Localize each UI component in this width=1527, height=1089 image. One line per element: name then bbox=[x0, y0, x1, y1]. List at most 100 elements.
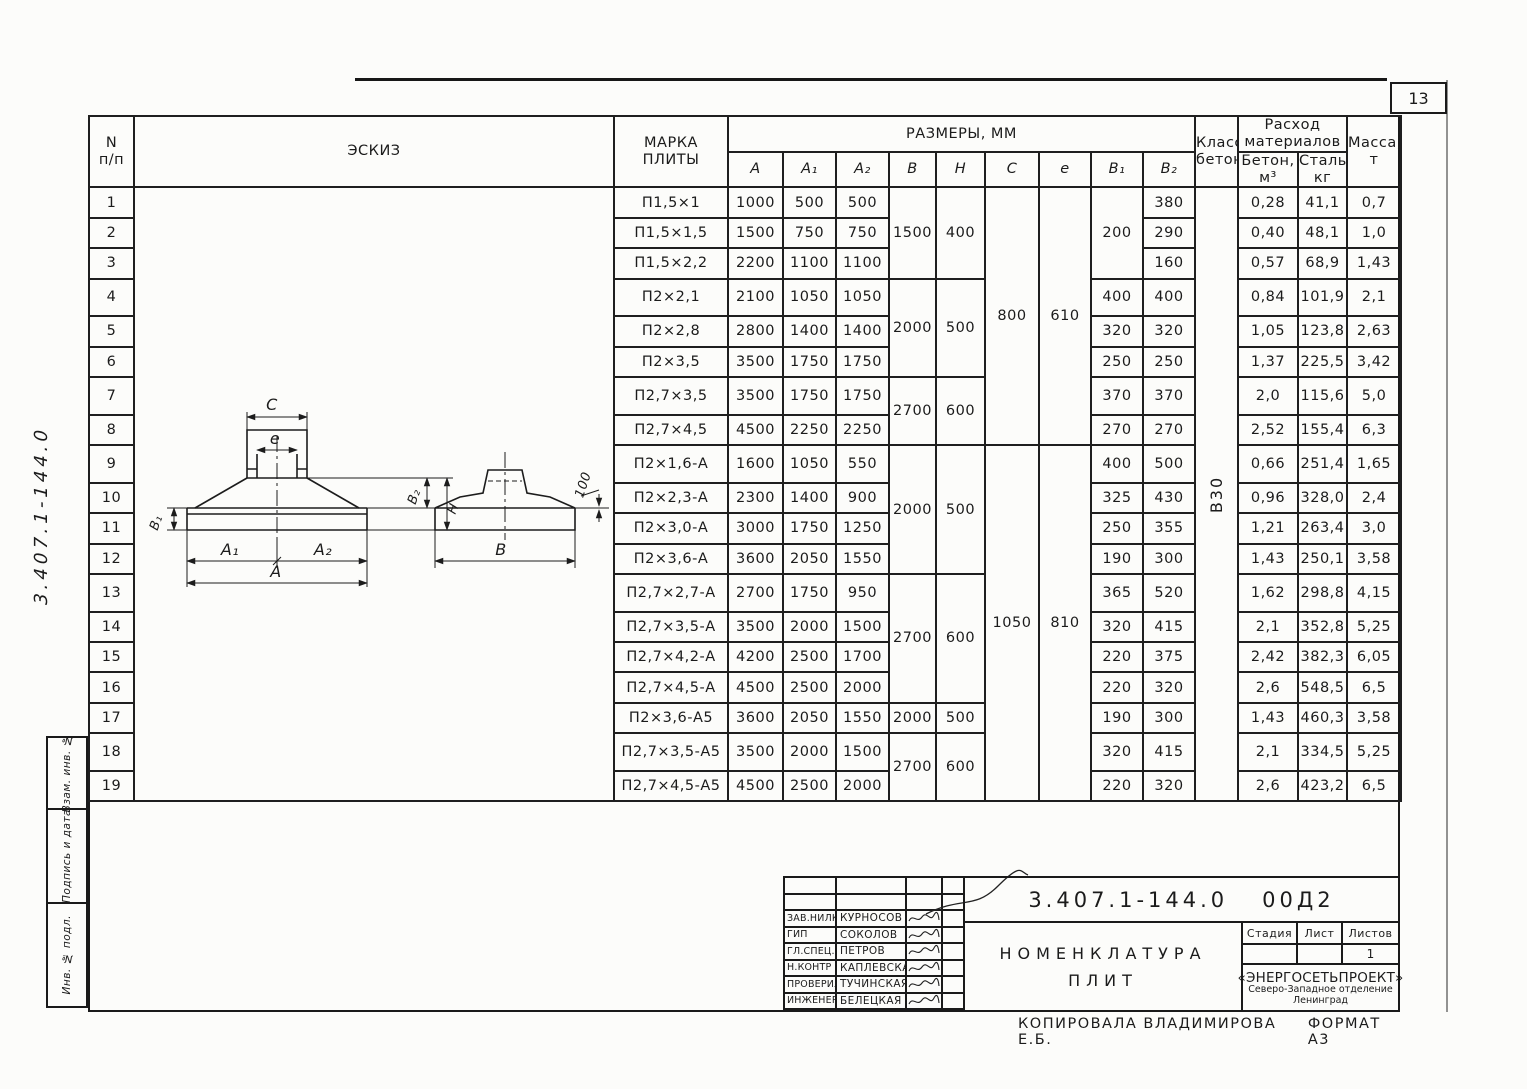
cell-steel: 334,5 bbox=[1296, 732, 1349, 772]
cell-dim-H: 400 bbox=[935, 186, 986, 280]
signature-cell bbox=[907, 977, 943, 994]
table-row: 10 П2×2,3-А 2300 1400 900 325 430 0,96 328,0 2,4 bbox=[88, 481, 1403, 515]
cell-mass: 6,5 bbox=[1346, 769, 1403, 803]
cell-dim-B1: 220 bbox=[1090, 671, 1144, 704]
cell-plate-mark: П2,7×4,5 bbox=[613, 413, 729, 447]
dim-label-e: е bbox=[270, 429, 280, 448]
cell-row-number: 9 bbox=[88, 444, 135, 484]
cell-dim-B1: 220 bbox=[1090, 769, 1144, 803]
cell-steel: 382,3 bbox=[1296, 641, 1349, 674]
cell-beton: 1,43 bbox=[1237, 542, 1299, 575]
cell-dim-B: 2700 bbox=[888, 732, 937, 803]
cell-dim-B1: 200 bbox=[1090, 186, 1144, 280]
cell-dim-A: 4200 bbox=[727, 641, 784, 674]
cell-row-number: 15 bbox=[88, 641, 135, 674]
table-row: 6 П2×3,5 3500 1750 1750 250 250 1,37 225,5 3,42 bbox=[88, 345, 1403, 379]
col-header-dimensions: Размеры, мм bbox=[727, 115, 1196, 153]
signature-cell bbox=[907, 894, 943, 911]
cell-plate-mark: П2×3,6-А bbox=[613, 542, 729, 575]
signature-role bbox=[785, 894, 837, 911]
col-header-dim-a: А bbox=[727, 150, 784, 189]
signature-name: Петров bbox=[837, 944, 907, 961]
cell-beton: 0,84 bbox=[1237, 277, 1299, 318]
cell-beton: 2,0 bbox=[1237, 376, 1299, 416]
cell-mass: 1,43 bbox=[1346, 247, 1403, 280]
stamp-inv-podl: Инв. № подл. bbox=[46, 902, 88, 1008]
signature-cell bbox=[907, 911, 943, 928]
cell-dim-B1: 400 bbox=[1090, 444, 1144, 484]
cell-row-number: 10 bbox=[88, 481, 135, 515]
cell-dim-B2: 300 bbox=[1142, 542, 1196, 575]
signature-cell bbox=[907, 993, 943, 1010]
doc-suffix: 00Д2 bbox=[1262, 887, 1335, 912]
cell-dim-A: 3600 bbox=[727, 542, 784, 575]
cell-dim-A1: 2500 bbox=[782, 641, 837, 674]
cell-dim-B: 2000 bbox=[888, 277, 937, 379]
title-block-right-section: Стадия Лист Листов 1 «ЭНЕРГОСЕТЬПРОЕКТ» … bbox=[1238, 921, 1403, 1012]
cell-steel: 225,5 bbox=[1296, 345, 1349, 379]
cell-steel: 115,6 bbox=[1296, 376, 1349, 416]
signature-date-cell bbox=[943, 994, 963, 1010]
cell-plate-mark: П2×2,1 bbox=[613, 277, 729, 318]
cell-mass: 5,0 bbox=[1346, 376, 1403, 416]
table-row: 5 П2×2,8 2800 1400 1400 320 320 1,05 123,8 2,63 bbox=[88, 315, 1403, 348]
footer-caption: Копировала Владимирова Е.Б. Формат А3 bbox=[1018, 1016, 1406, 1048]
col-header-mass: Масса, т bbox=[1346, 114, 1403, 189]
cell-dim-B2: 250 bbox=[1142, 345, 1196, 379]
title-block-title: Номенклатура плит bbox=[963, 921, 1243, 1012]
dim-label-a: А bbox=[269, 562, 281, 581]
signature-role: Проверил bbox=[785, 977, 837, 994]
signature-date-cell bbox=[943, 944, 963, 961]
cell-dim-A2: 1400 bbox=[835, 315, 890, 348]
cell-plate-mark: П1,5×1,5 bbox=[613, 216, 729, 250]
cell-dim-A: 3500 bbox=[727, 345, 784, 379]
col-header-concrete-class: Класс бетона bbox=[1194, 114, 1239, 189]
cell-dim-A1: 2050 bbox=[782, 701, 837, 735]
cell-mass: 2,63 bbox=[1346, 315, 1403, 348]
stamp-podpis-data: Подпись и дата bbox=[46, 808, 88, 904]
cell-dim-H: 600 bbox=[935, 572, 986, 704]
cell-dim-A1: 1750 bbox=[782, 345, 837, 379]
col-header-sketch: Эскиз bbox=[133, 114, 615, 189]
signature-role: ГИП bbox=[785, 927, 837, 944]
signature-mark bbox=[908, 928, 940, 939]
nomenclature-table: N п/п Эскиз Марка плиты Размеры, мм Клас… bbox=[88, 114, 1403, 803]
cell-dim-e: 810 bbox=[1038, 444, 1092, 803]
cell-dim-B: 2000 bbox=[888, 701, 937, 735]
cell-dim-B2: 270 bbox=[1142, 413, 1196, 447]
cell-beton: 0,96 bbox=[1237, 481, 1299, 515]
table-row: 14 П2,7×3,5-А 3500 2000 1500 320 415 2,1 352,8 5,… bbox=[88, 610, 1403, 644]
org-branch: Северо-Западное отделение bbox=[1248, 984, 1393, 996]
cell-dim-B2: 415 bbox=[1142, 610, 1196, 644]
cell-dim-B1: 320 bbox=[1090, 732, 1144, 772]
cell-row-number: 8 bbox=[88, 413, 135, 447]
cell-dim-A: 2100 bbox=[727, 277, 784, 318]
signature-mark bbox=[908, 978, 940, 988]
cell-dim-A2: 500 bbox=[835, 186, 890, 219]
col-header-mark: Марка плиты bbox=[613, 114, 729, 189]
cell-dim-A1: 1400 bbox=[782, 315, 837, 348]
dim-label-b2: В₂ bbox=[405, 487, 424, 506]
cell-row-number: 18 bbox=[88, 732, 135, 772]
cell-dim-B2: 320 bbox=[1142, 769, 1196, 803]
cell-dim-A1: 2250 bbox=[782, 413, 837, 447]
cell-plate-mark: П2×1,6-А bbox=[613, 444, 729, 484]
signature-block: Зав.НИЛКЭКурносовГИПСоколовГл.спец.Петро… bbox=[783, 876, 965, 1012]
cell-dim-A2: 900 bbox=[835, 481, 890, 515]
cell-dim-A: 3500 bbox=[727, 732, 784, 772]
signature-name bbox=[837, 894, 907, 911]
dim-label-a2: А₂ bbox=[313, 540, 332, 559]
title-block-doc-number: 3.407.1-144.0 00Д2 bbox=[963, 876, 1400, 923]
cell-dim-A1: 2500 bbox=[782, 671, 837, 704]
cell-dim-B2: 415 bbox=[1142, 732, 1196, 772]
cell-plate-mark: П2×2,3-А bbox=[613, 481, 729, 515]
cell-dim-B2: 320 bbox=[1142, 671, 1196, 704]
signature-date-cell bbox=[943, 961, 963, 977]
signature-name: Соколов bbox=[837, 927, 907, 944]
table-row: 16 П2,7×4,5-А 4500 2500 2000 220 320 2,6 548,5 6,… bbox=[88, 671, 1403, 704]
cell-steel: 123,8 bbox=[1296, 315, 1349, 348]
cell-dim-A: 2200 bbox=[727, 247, 784, 280]
cell-mass: 0,7 bbox=[1346, 186, 1403, 219]
cell-steel: 423,2 bbox=[1296, 769, 1349, 803]
page-number: 13 bbox=[1408, 88, 1429, 108]
